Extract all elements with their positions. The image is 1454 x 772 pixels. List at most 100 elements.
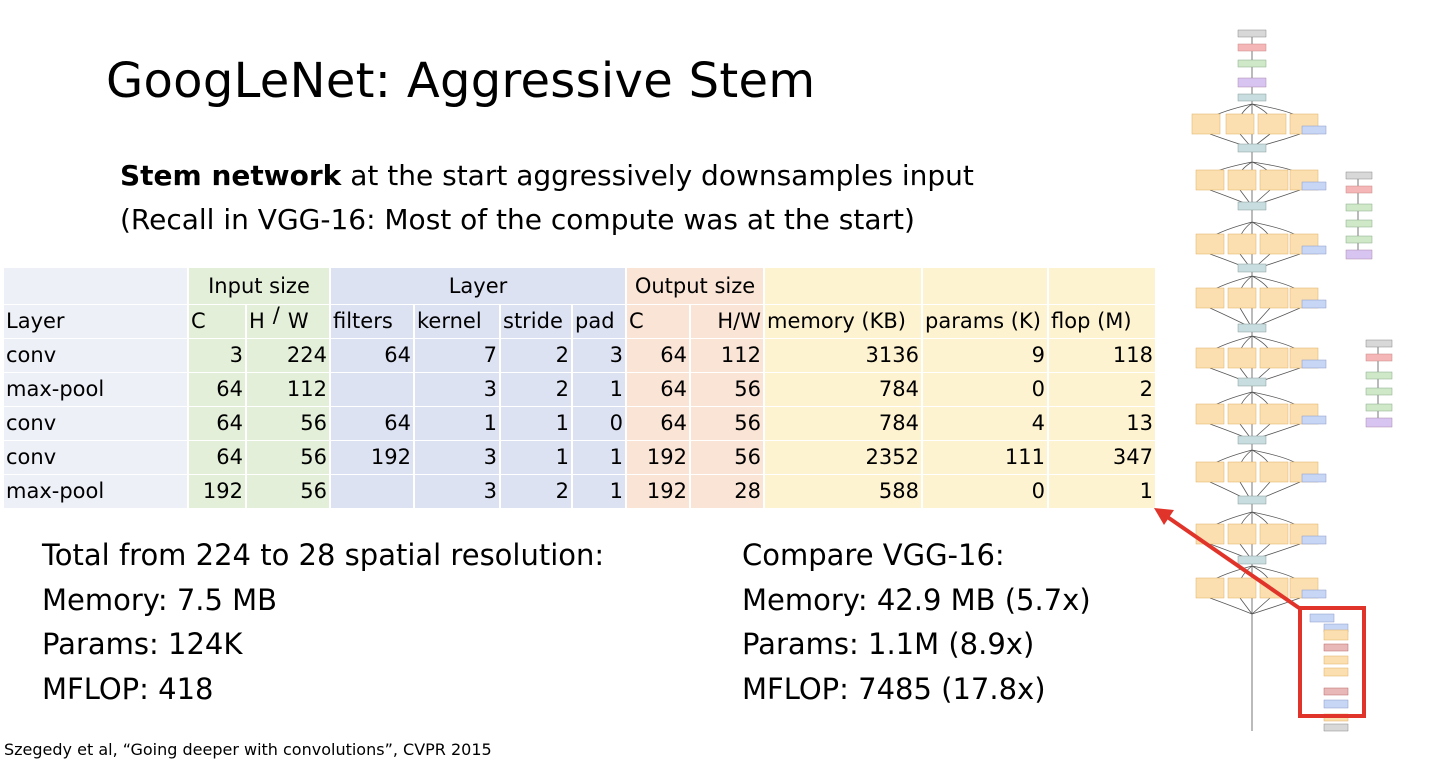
cell-pad: 0 — [572, 406, 627, 441]
googlenet-architecture-diagram — [1191, 29, 1393, 732]
cell-flop: 1 — [1048, 474, 1157, 509]
group-layer: Layer — [330, 268, 627, 305]
col-header-in-hw: H / W — [246, 304, 331, 339]
cell-flop: 118 — [1048, 338, 1157, 373]
cell-layer: conv — [4, 338, 189, 373]
cell-layer: conv — [4, 440, 189, 475]
cell-pad: 1 — [572, 440, 627, 475]
cell-kernel: 7 — [414, 338, 501, 373]
col-header-memory: memory (KB) — [764, 304, 923, 339]
col-header-layer: Layer — [4, 304, 189, 339]
cell-stride: 2 — [500, 372, 573, 407]
cell-filters — [330, 474, 415, 509]
summary-left-line: Total from 224 to 28 spatial resolution: — [42, 538, 605, 572]
diagram-concat-nodes — [1237, 143, 1267, 565]
col-header-slash: / — [272, 304, 280, 327]
cell-out-c: 192 — [626, 440, 691, 475]
cell-flop: 13 — [1048, 406, 1157, 441]
cell-out-c: 192 — [626, 474, 691, 509]
cell-layer: max-pool — [4, 474, 189, 509]
summary-googlenet: Total from 224 to 28 spatial resolution:… — [42, 533, 604, 711]
cell-memory: 2352 — [764, 440, 923, 475]
cell-kernel: 3 — [414, 440, 501, 475]
cell-in-hw: 56 — [246, 474, 331, 509]
group-output-size: Output size — [626, 268, 765, 305]
cell-params: 0 — [922, 372, 1049, 407]
cell-kernel: 3 — [414, 474, 501, 509]
arrow-head — [1154, 508, 1174, 525]
cell-pad: 1 — [572, 474, 627, 509]
cell-out-hw: 28 — [690, 474, 765, 509]
cell-out-c: 64 — [626, 338, 691, 373]
cell-params: 4 — [922, 406, 1049, 441]
stem-layer-table: Input size Layer Output size Layer C H / W… — [4, 268, 1157, 509]
cell-out-hw: 56 — [690, 440, 765, 475]
diagram-top-chain — [1237, 29, 1267, 102]
cell-flop: 2 — [1048, 372, 1157, 407]
diagram-aux-branch-2 — [1365, 339, 1393, 428]
cell-in-hw: 56 — [246, 440, 331, 475]
table-column-header-row: Layer C H / W filters kernel stride pad C … — [4, 304, 1157, 339]
cell-out-c: 64 — [626, 372, 691, 407]
table-group-header-row: Input size Layer Output size — [4, 268, 1157, 305]
subtitle: Stem network at the start aggressively d… — [120, 154, 974, 242]
cell-memory: 784 — [764, 372, 923, 407]
cell-in-c: 192 — [188, 474, 247, 509]
cell-filters — [330, 372, 415, 407]
col-header-kernel: kernel — [414, 304, 501, 339]
cell-in-hw: 224 — [246, 338, 331, 373]
table-row: conv 64 56 192 3 1 1 192 56 2352 111 347 — [4, 440, 1157, 475]
cell-kernel: 3 — [414, 372, 501, 407]
cell-pad: 3 — [572, 338, 627, 373]
cell-stride: 2 — [500, 474, 573, 509]
cell-stride: 1 — [500, 440, 573, 475]
cell-memory: 588 — [764, 474, 923, 509]
cell-in-c: 64 — [188, 440, 247, 475]
summary-left-line: Params: 124K — [42, 627, 243, 661]
table-row: conv 3 224 64 7 2 3 64 112 3136 9 118 — [4, 338, 1157, 373]
group-blank-flop — [1048, 268, 1157, 305]
cell-params: 111 — [922, 440, 1049, 475]
col-header-stride: stride — [500, 304, 573, 339]
col-header-in-h: H — [249, 309, 265, 333]
summary-right-line: Params: 1.1M (8.9x) — [742, 627, 1035, 661]
group-blank-layer — [4, 268, 189, 305]
slide-title: GoogLeNet: Aggressive Stem — [106, 53, 816, 109]
stem-highlight-box — [1298, 606, 1366, 718]
col-header-flop: flop (M) — [1048, 304, 1157, 339]
cell-stride: 1 — [500, 406, 573, 441]
col-header-out-hw: H/W — [690, 304, 765, 339]
cell-params: 9 — [922, 338, 1049, 373]
cell-flop: 347 — [1048, 440, 1157, 475]
cell-filters: 64 — [330, 338, 415, 373]
cell-kernel: 1 — [414, 406, 501, 441]
cell-in-hw: 112 — [246, 372, 331, 407]
group-blank-memory — [764, 268, 923, 305]
group-input-size: Input size — [188, 268, 331, 305]
subtitle-line-2: (Recall in VGG-16: Most of the compute w… — [120, 203, 915, 236]
table-row: max-pool 64 112 3 2 1 64 56 784 0 2 — [4, 372, 1157, 407]
cell-filters: 192 — [330, 440, 415, 475]
cell-in-c: 64 — [188, 372, 247, 407]
cell-in-c: 64 — [188, 406, 247, 441]
cell-out-hw: 56 — [690, 372, 765, 407]
arrow-line — [1164, 514, 1304, 612]
cell-memory: 784 — [764, 406, 923, 441]
col-header-filters: filters — [330, 304, 415, 339]
col-header-in-c: C — [188, 304, 247, 339]
summary-right-line: MFLOP: 7485 (17.8x) — [742, 671, 1046, 706]
col-header-params: params (K) — [922, 304, 1049, 339]
summary-left-line: MFLOP: 418 — [42, 671, 214, 706]
cell-layer: conv — [4, 406, 189, 441]
cell-out-hw: 112 — [690, 338, 765, 373]
arrow-icon — [1154, 508, 1304, 612]
cell-in-hw: 56 — [246, 406, 331, 441]
summary-left-line: Memory: 7.5 MB — [42, 582, 278, 617]
cell-out-c: 64 — [626, 406, 691, 441]
cell-memory: 3136 — [764, 338, 923, 373]
table-body: conv 3 224 64 7 2 3 64 112 3136 9 118 max-pool 64 112 3… — [4, 338, 1157, 509]
citation: Szegedy et al, “Going deeper with convol… — [4, 740, 492, 759]
diagram-inception-blocks — [1191, 113, 1319, 599]
subtitle-rest: at the start aggressively downsamples in… — [341, 159, 974, 192]
table-row: max-pool 192 56 3 2 1 192 28 588 0 1 — [4, 474, 1157, 509]
